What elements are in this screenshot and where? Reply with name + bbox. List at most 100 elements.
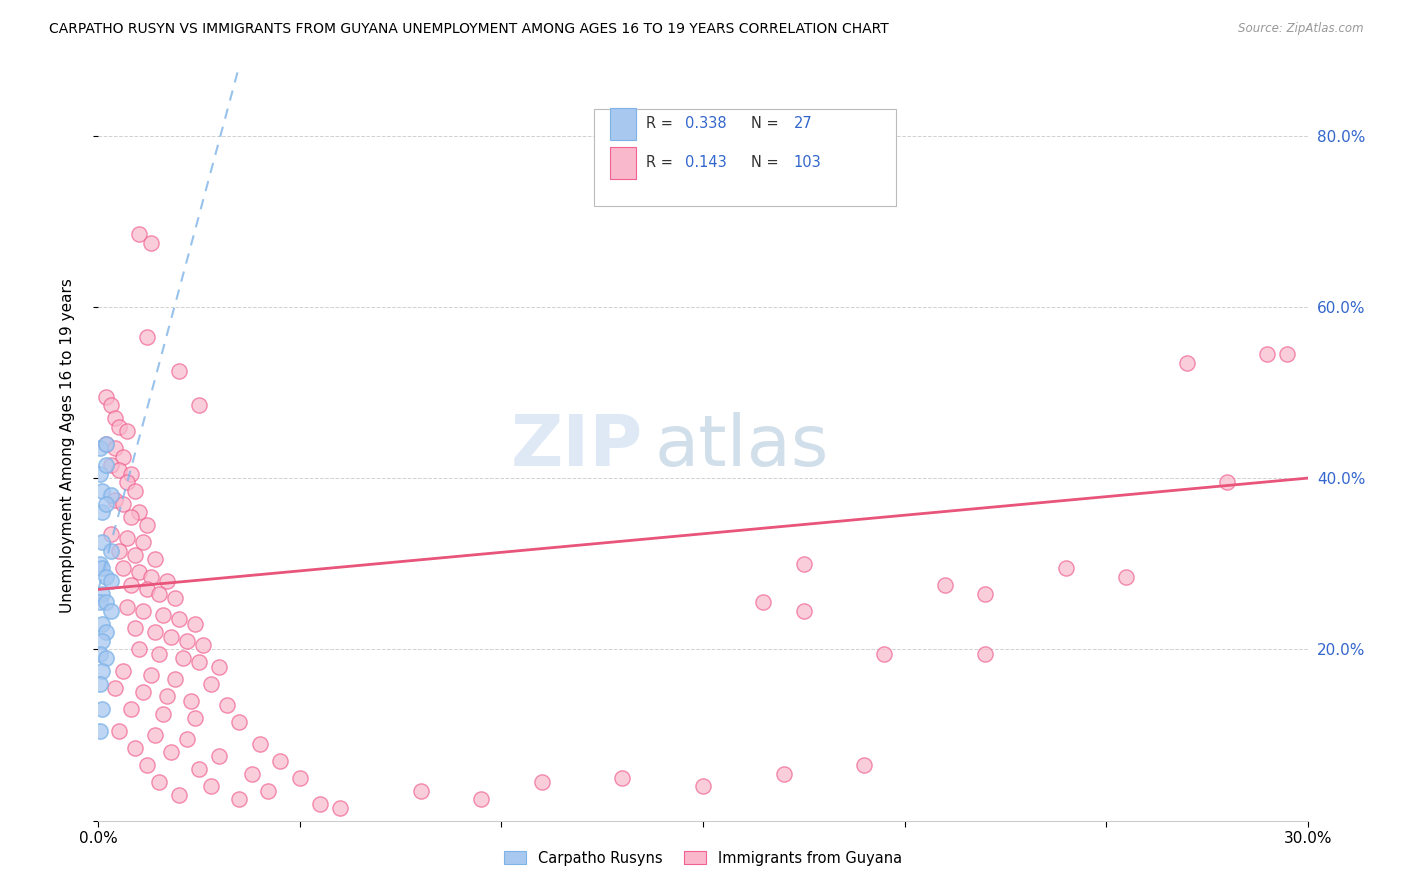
Point — [135, 582, 157, 597]
Legend: Carpatho Rusyns, Immigrants from Guyana: Carpatho Rusyns, Immigrants from Guyana — [505, 851, 901, 866]
Point — [148, 775, 170, 789]
Point — [240, 766, 263, 780]
Point — [167, 788, 190, 802]
Point — [132, 685, 155, 699]
Point — [100, 526, 122, 541]
Point — [228, 715, 250, 730]
Point — [89, 557, 111, 571]
Point — [143, 552, 166, 566]
Point — [120, 578, 142, 592]
Point — [96, 651, 118, 665]
Point — [135, 758, 157, 772]
Point — [208, 659, 231, 673]
Point — [752, 595, 775, 609]
Point — [180, 694, 202, 708]
Point — [873, 647, 896, 661]
Text: ZIP: ZIP — [510, 411, 643, 481]
Point — [156, 574, 179, 588]
Point — [1277, 347, 1299, 361]
FancyBboxPatch shape — [610, 147, 637, 178]
Point — [188, 762, 211, 776]
Point — [160, 745, 183, 759]
Point — [107, 723, 129, 738]
Point — [176, 732, 198, 747]
Point — [167, 364, 190, 378]
Point — [124, 483, 146, 498]
Point — [124, 740, 146, 755]
Point — [217, 698, 239, 712]
Point — [156, 690, 179, 704]
Point — [89, 647, 111, 661]
Point — [184, 616, 207, 631]
Point — [470, 792, 492, 806]
Point — [100, 488, 122, 502]
Point — [115, 424, 138, 438]
Point — [124, 548, 146, 562]
Point — [132, 604, 155, 618]
Point — [103, 492, 125, 507]
Text: R =: R = — [647, 155, 678, 170]
Point — [100, 574, 122, 588]
Point — [96, 458, 118, 473]
Point — [793, 604, 815, 618]
Point — [128, 505, 150, 519]
Point — [256, 783, 278, 797]
Point — [91, 587, 114, 601]
Point — [793, 557, 815, 571]
Point — [1256, 347, 1278, 361]
Point — [188, 398, 211, 412]
Point — [124, 621, 146, 635]
Point — [115, 475, 138, 490]
Point — [160, 630, 183, 644]
Text: atlas: atlas — [655, 411, 830, 481]
Point — [139, 569, 162, 583]
Text: 0.338: 0.338 — [685, 116, 727, 131]
FancyBboxPatch shape — [610, 108, 637, 139]
Point — [91, 483, 114, 498]
Point — [89, 467, 111, 481]
Point — [89, 723, 111, 738]
Point — [89, 441, 111, 455]
Point — [409, 783, 432, 797]
Point — [120, 509, 142, 524]
Point — [163, 673, 186, 687]
Point — [96, 437, 118, 451]
Text: CARPATHO RUSYN VS IMMIGRANTS FROM GUYANA UNEMPLOYMENT AMONG AGES 16 TO 19 YEARS : CARPATHO RUSYN VS IMMIGRANTS FROM GUYANA… — [49, 22, 889, 37]
Point — [89, 676, 111, 690]
Point — [128, 566, 150, 580]
Point — [96, 390, 118, 404]
Point — [200, 676, 222, 690]
Point — [89, 595, 111, 609]
Point — [200, 780, 222, 794]
Point — [115, 599, 138, 614]
Point — [100, 604, 122, 618]
Point — [91, 702, 114, 716]
Point — [128, 642, 150, 657]
Point — [692, 780, 714, 794]
Point — [1175, 355, 1198, 369]
Point — [288, 771, 311, 785]
Point — [111, 664, 134, 678]
Point — [974, 647, 997, 661]
Point — [100, 458, 122, 473]
Point — [107, 544, 129, 558]
Point — [772, 766, 794, 780]
Point — [148, 587, 170, 601]
Point — [100, 398, 122, 412]
Point — [148, 647, 170, 661]
Point — [163, 591, 186, 605]
Point — [1216, 475, 1239, 490]
Text: 103: 103 — [793, 155, 821, 170]
Point — [107, 462, 129, 476]
Point — [100, 544, 122, 558]
Text: 0.143: 0.143 — [685, 155, 727, 170]
Point — [96, 595, 118, 609]
Point — [309, 797, 332, 811]
Point — [115, 531, 138, 545]
Point — [139, 668, 162, 682]
Text: 27: 27 — [793, 116, 813, 131]
Point — [143, 728, 166, 742]
Point — [91, 633, 114, 648]
Point — [139, 235, 162, 250]
Point — [1054, 561, 1077, 575]
